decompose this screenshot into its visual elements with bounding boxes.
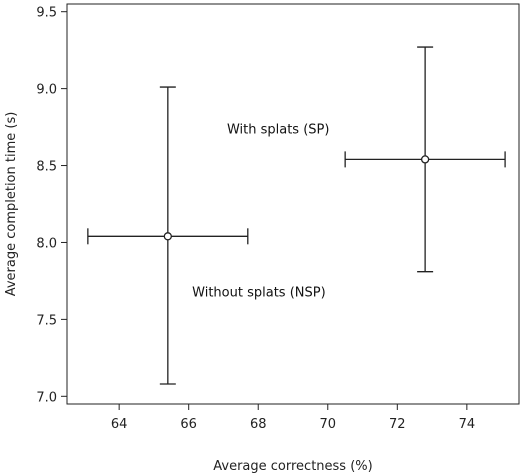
plot-area: [66, 3, 520, 405]
plot-frame: [66, 3, 520, 405]
y-tick-label: 9.5: [36, 6, 57, 21]
x-axis: 64 66 68 70 72 74: [111, 404, 475, 432]
y-axis-title: Average completion time (s): [4, 112, 19, 297]
y-tick-label: 7.0: [36, 390, 57, 405]
series-label-sp: With splats (SP): [227, 123, 330, 138]
data-point: [420, 155, 430, 164]
series: [344, 46, 506, 273]
x-tick-label: 72: [389, 417, 406, 432]
data-point: [163, 232, 172, 241]
y-tick-label: 8.0: [36, 236, 57, 251]
x-tick-label: 74: [459, 417, 476, 432]
y-axis: 7.0 7.5 8.0 8.5 9.0 9.5: [36, 6, 67, 405]
y-tick-label: 9.0: [36, 83, 57, 98]
x-tick-label: 70: [319, 417, 336, 432]
x-tick-label: 68: [250, 417, 267, 432]
x-axis-title: Average correctness (%): [213, 459, 372, 473]
series-layer: [87, 46, 506, 385]
x-tick-label: 64: [111, 417, 128, 432]
y-tick-label: 7.5: [36, 313, 57, 328]
y-tick-label: 8.5: [36, 160, 57, 175]
x-tick-label: 66: [180, 417, 197, 432]
series-label-nsp: Without splats (NSP): [192, 286, 326, 301]
series: [87, 86, 249, 385]
